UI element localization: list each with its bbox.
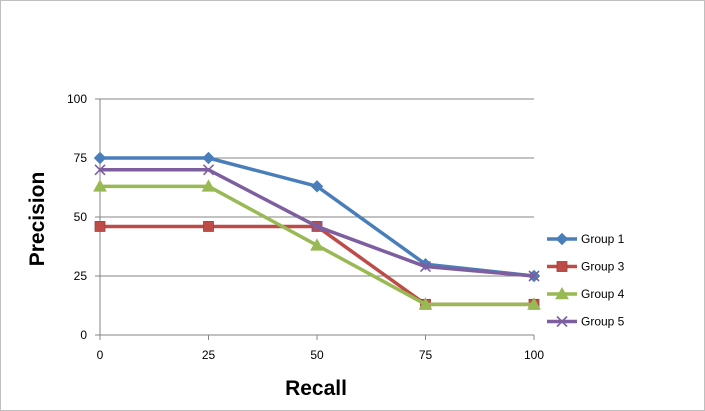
- data-point: [93, 179, 107, 192]
- data-point: [310, 238, 324, 251]
- legend-marker: [556, 315, 568, 328]
- y-tick-label: 75: [74, 151, 88, 165]
- legend-marker: [555, 286, 569, 300]
- data-point: [93, 151, 107, 165]
- data-point: [94, 221, 106, 232]
- legend-entry: Group 5: [547, 315, 625, 329]
- data-point: [202, 151, 215, 165]
- legend-marker: [556, 261, 568, 272]
- x-tick-label: 25: [202, 348, 216, 362]
- legend-label: Group 1: [581, 232, 625, 246]
- series-group-3: [94, 221, 540, 310]
- series-line: [100, 224, 534, 307]
- y-tick-labels: 0 25 50 75 100: [67, 92, 87, 342]
- axes: [95, 98, 535, 340]
- data-point: [94, 164, 106, 176]
- data-point: [528, 270, 540, 282]
- y-tick-label: 25: [74, 269, 88, 283]
- legend: Group 1 Group 3 Group 4 Group 5: [547, 232, 625, 329]
- legend-label: Group 5: [581, 315, 625, 329]
- data-point: [419, 260, 432, 273]
- x-tick-label: 75: [419, 348, 433, 362]
- y-tick-label: 50: [74, 210, 88, 224]
- x-tick-label: 50: [310, 348, 324, 362]
- data-point: [202, 164, 215, 176]
- x-tick-label: 100: [524, 348, 544, 362]
- series-group: [93, 151, 541, 310]
- y-tick-label: 100: [67, 92, 87, 106]
- series-group-5: [94, 164, 540, 282]
- y-axis-title: Precision: [26, 172, 49, 267]
- legend-label: Group 4: [581, 287, 625, 301]
- data-point: [418, 297, 433, 310]
- series-group-4: [93, 179, 541, 310]
- data-point: [527, 297, 541, 310]
- legend-entry: Group 4: [547, 286, 625, 301]
- legend-label: Group 3: [581, 260, 625, 274]
- legend-entry: Group 3: [547, 260, 625, 274]
- x-tick-label: 0: [97, 348, 104, 362]
- x-axis-title: Recall: [285, 377, 347, 400]
- data-point: [203, 221, 214, 232]
- x-tick-labels: 0 25 50 75 100: [97, 348, 545, 362]
- data-point: [311, 220, 323, 233]
- y-tick-label: 0: [80, 328, 87, 342]
- data-point: [310, 180, 324, 193]
- legend-entry: Group 1: [547, 232, 625, 246]
- legend-marker: [555, 232, 569, 246]
- data-point: [201, 179, 216, 192]
